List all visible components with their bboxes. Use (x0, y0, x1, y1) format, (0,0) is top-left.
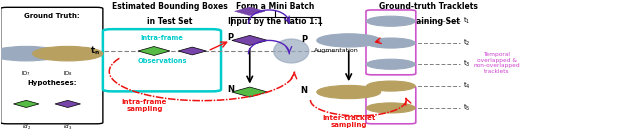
Circle shape (367, 16, 415, 26)
Polygon shape (55, 100, 81, 107)
Text: N: N (227, 85, 234, 94)
Circle shape (317, 34, 381, 47)
Text: t$_2$: t$_2$ (463, 38, 470, 48)
Circle shape (367, 81, 415, 91)
FancyBboxPatch shape (366, 10, 416, 75)
Text: Augmentation: Augmentation (314, 48, 358, 53)
Text: $\hat{id}_2$: $\hat{id}_2$ (22, 121, 31, 132)
Text: ID$_8$: ID$_8$ (63, 69, 73, 78)
Circle shape (33, 46, 103, 61)
Text: N: N (300, 86, 307, 95)
Text: Input by the Ratio 1:1: Input by the Ratio 1:1 (228, 17, 323, 26)
Text: Ground-truth Tracklets: Ground-truth Tracklets (379, 2, 478, 11)
Text: Intra-frame
sampling: Intra-frame sampling (122, 99, 167, 112)
Text: Estimated Bounding Boxes: Estimated Bounding Boxes (112, 2, 228, 11)
Text: ID$_7$: ID$_7$ (21, 69, 31, 78)
Text: t$_5$: t$_5$ (463, 103, 470, 113)
Text: t$_3$: t$_3$ (463, 59, 470, 69)
Text: Intra-frame: Intra-frame (141, 35, 184, 41)
Polygon shape (138, 47, 170, 55)
Text: t$_4$: t$_4$ (463, 81, 470, 91)
Text: Observations: Observations (137, 58, 187, 64)
Text: t$_1$: t$_1$ (463, 16, 470, 26)
Polygon shape (234, 7, 265, 16)
Text: Temporal
overlapped &
non-overlapped
tracklets: Temporal overlapped & non-overlapped tra… (473, 52, 520, 74)
Text: in Training Set: in Training Set (397, 17, 460, 26)
Circle shape (317, 85, 381, 99)
FancyBboxPatch shape (103, 29, 221, 91)
Polygon shape (232, 87, 268, 97)
Text: $\mathbf{t_n}$: $\mathbf{t_n}$ (90, 45, 100, 57)
Circle shape (367, 59, 415, 69)
Text: P: P (301, 35, 307, 44)
Text: Hypotheses:: Hypotheses: (27, 80, 77, 86)
Text: Form a Mini Batch: Form a Mini Batch (236, 2, 314, 11)
Circle shape (367, 38, 415, 48)
FancyBboxPatch shape (1, 7, 103, 124)
Text: P: P (228, 33, 234, 42)
Circle shape (367, 103, 415, 113)
Text: Ground Truth:: Ground Truth: (24, 13, 79, 19)
Text: in Test Set: in Test Set (147, 17, 193, 26)
Polygon shape (178, 47, 206, 55)
Text: $\hat{id}_3$: $\hat{id}_3$ (63, 121, 72, 132)
Text: Inter-tracklet
sampling: Inter-tracklet sampling (322, 115, 376, 128)
Polygon shape (232, 35, 268, 45)
FancyBboxPatch shape (366, 87, 416, 124)
Ellipse shape (274, 39, 309, 63)
Polygon shape (13, 100, 39, 107)
Circle shape (0, 46, 61, 61)
